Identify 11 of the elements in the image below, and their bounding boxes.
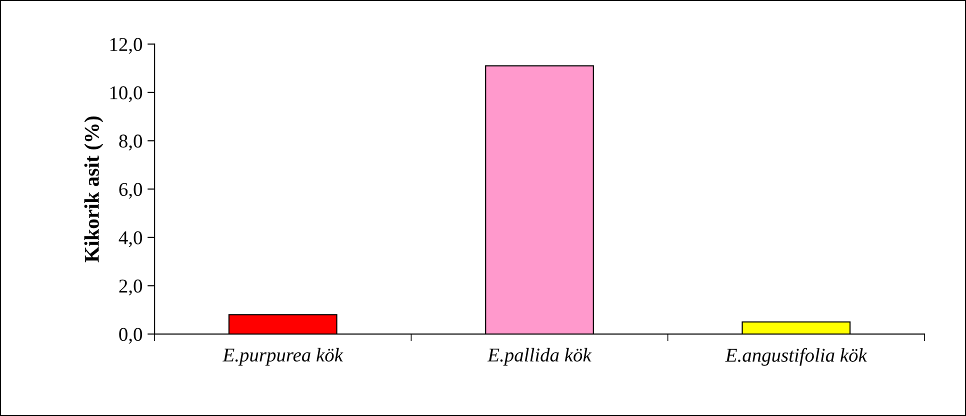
y-tick-label: 12,0 bbox=[110, 38, 142, 54]
y-tick-label: 4,0 bbox=[118, 231, 142, 248]
x-tick-label: E.angustifolia kök bbox=[725, 348, 868, 366]
y-tick-label: 2,0 bbox=[119, 280, 142, 296]
y-tick-label: 10,0 bbox=[110, 86, 142, 102]
x-tick-label: E.purpurea kök bbox=[222, 348, 344, 366]
x-tick-label: E.pallida kök bbox=[487, 348, 592, 366]
y-tick-label: 0,0 bbox=[119, 328, 142, 344]
y-tick-label: 6,0 bbox=[119, 182, 142, 199]
y-axis-title: Kikorik asit (%) bbox=[84, 116, 104, 262]
y-tick-label: 8,0 bbox=[119, 134, 142, 150]
